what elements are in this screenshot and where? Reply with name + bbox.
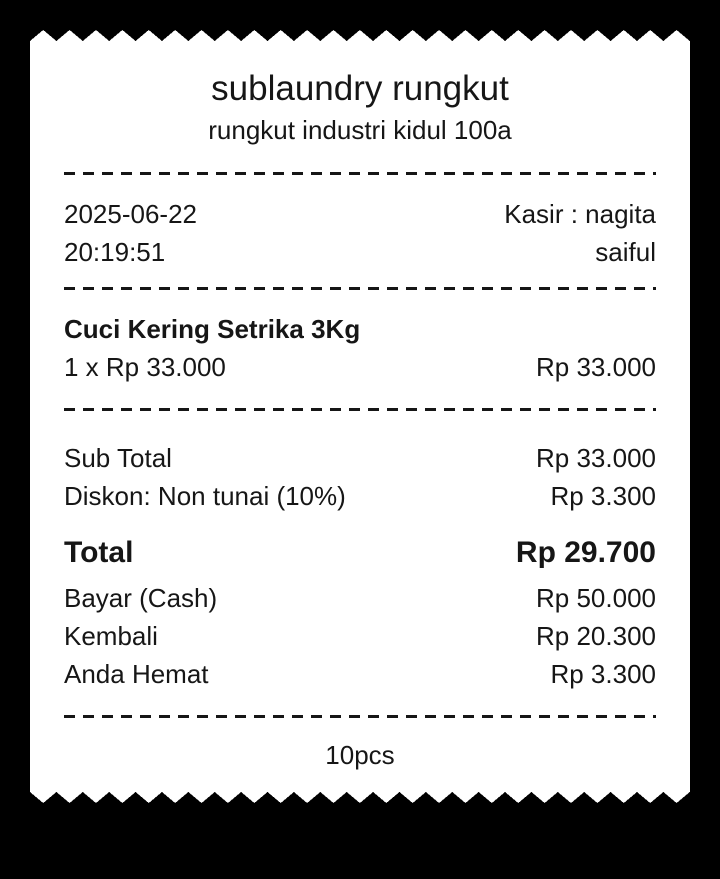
items-section: Cuci Kering Setrika 3Kg 1 x Rp 33.000 Rp…	[64, 290, 656, 408]
change-label: Kembali	[64, 621, 158, 651]
receipt-header: sublaundry rungkut rungkut industri kidu…	[64, 42, 656, 172]
subtotal-label: Sub Total	[64, 443, 172, 473]
torn-edge-bottom	[30, 791, 690, 803]
subtotal-value: Rp 33.000	[536, 443, 656, 473]
subtotal-row: Sub Total Rp 33.000	[64, 439, 656, 477]
change-value: Rp 20.300	[536, 621, 656, 651]
time-value: 20:19:51	[64, 237, 166, 267]
paid-row: Bayar (Cash) Rp 50.000	[64, 579, 656, 617]
store-address: rungkut industri kidul 100a	[208, 115, 512, 145]
store-name: sublaundry rungkut	[211, 69, 509, 108]
receipt-paper: sublaundry rungkut rungkut industri kidu…	[30, 42, 690, 791]
item-qty-price: 1 x Rp 33.000	[64, 352, 226, 382]
totals-section: Sub Total Rp 33.000 Diskon: Non tunai (1…	[64, 411, 656, 715]
info-row: 2025-06-22 Kasir : nagita	[64, 195, 656, 233]
savings-label: Anda Hemat	[64, 659, 209, 689]
total-row: Total Rp 29.700	[64, 531, 656, 575]
discount-row: Diskon: Non tunai (10%) Rp 3.300	[64, 477, 656, 515]
cashier-value: Kasir : nagita	[504, 199, 656, 229]
transaction-info: 2025-06-22 Kasir : nagita 20:19:51 saifu…	[64, 175, 656, 287]
paid-label: Bayar (Cash)	[64, 583, 218, 613]
dashed-divider	[64, 408, 656, 411]
change-row: Kembali Rp 20.300	[64, 617, 656, 655]
item-name: Cuci Kering Setrika 3Kg	[64, 314, 361, 344]
dashed-divider	[64, 715, 656, 718]
discount-value: Rp 3.300	[550, 481, 656, 511]
torn-edge-top	[30, 30, 690, 42]
item-row: 1 x Rp 33.000 Rp 33.000	[64, 348, 656, 386]
item-amount: Rp 33.000	[536, 352, 656, 382]
date-value: 2025-06-22	[64, 199, 197, 229]
savings-row: Anda Hemat Rp 3.300	[64, 655, 656, 693]
info-row: 20:19:51 saiful	[64, 233, 656, 271]
paid-value: Rp 50.000	[536, 583, 656, 613]
dashed-divider	[64, 172, 656, 175]
total-label: Total	[64, 536, 134, 569]
discount-label: Diskon: Non tunai (10%)	[64, 481, 346, 511]
cashier-second-line: saiful	[595, 237, 656, 267]
pieces-count: 10pcs	[325, 740, 395, 770]
receipt: sublaundry rungkut rungkut industri kidu…	[30, 30, 690, 803]
receipt-footer: 10pcs	[64, 718, 656, 791]
total-value: Rp 29.700	[515, 536, 656, 569]
savings-value: Rp 3.300	[550, 659, 656, 689]
dashed-divider	[64, 287, 656, 290]
